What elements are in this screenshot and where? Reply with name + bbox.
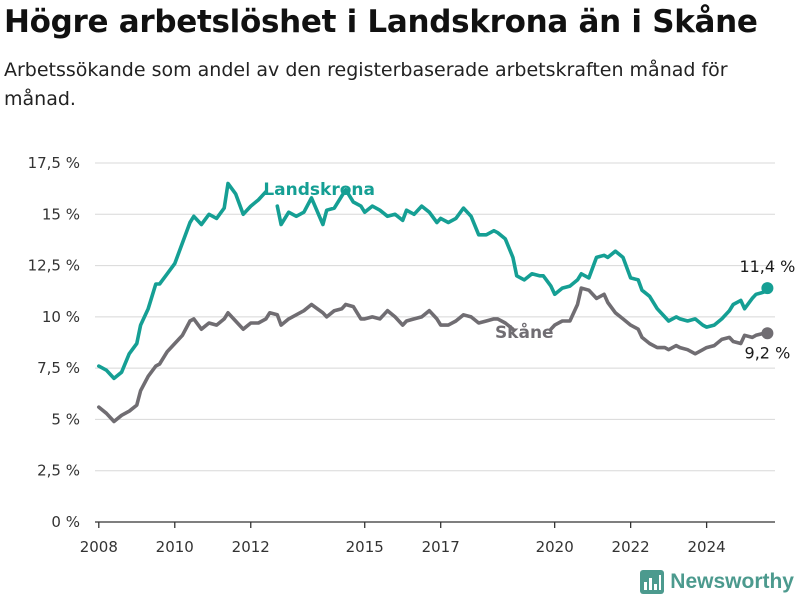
end-label-skane: 9,2 %	[745, 343, 791, 362]
end-point-landskrona	[761, 282, 774, 295]
x-tick-label: 2024	[688, 538, 726, 556]
label-layer: Landskrona Skåne 11,4 % 9,2 %	[263, 180, 795, 362]
y-tick-label: 15 %	[42, 205, 80, 223]
x-tick-label: 2012	[232, 538, 270, 556]
y-tick-label: 2,5 %	[37, 462, 80, 480]
chart-subtitle: Arbetssökande som andel av den registerb…	[4, 59, 728, 110]
x-tick-label: 2015	[346, 538, 384, 556]
series-label-landskrona: Landskrona	[263, 180, 375, 200]
x-tick-label: 2010	[156, 538, 194, 556]
line-chart: 0 % 2,5 % 5 % 7,5 % 10 % 12,5 % 15 % 17,5 % 2008…	[28, 154, 796, 556]
newsworthy-brand: Newsworthy	[640, 570, 794, 594]
y-tick-label: 10 %	[42, 308, 80, 326]
brand-name: Newsworthy	[670, 570, 794, 593]
y-tick-label: 17,5 %	[28, 154, 80, 172]
series-line-skane	[97, 286, 770, 424]
y-tick-label: 5 %	[51, 410, 80, 428]
x-tick-label: 2017	[422, 538, 460, 556]
series-line-landskrona	[97, 181, 770, 381]
x-tick-label: 2022	[612, 538, 650, 556]
end-label-landskrona: 11,4 %	[739, 257, 795, 276]
series-label-skane: Skåne	[495, 321, 554, 343]
bar-chart-icon	[640, 570, 665, 594]
x-tick-label: 2020	[536, 538, 574, 556]
end-point-skane	[761, 327, 774, 340]
series-layer	[97, 181, 774, 424]
y-tick-label: 12,5 %	[28, 257, 80, 275]
axis-layer: 0 % 2,5 % 5 % 7,5 % 10 % 12,5 % 15 % 17,5 % 2008…	[28, 154, 775, 556]
y-tick-label: 7,5 %	[37, 359, 80, 377]
x-tick-label: 2008	[80, 538, 118, 556]
chart-title: Högre arbetslöshet i Landskrona än i Skå…	[4, 4, 758, 40]
y-tick-label: 0 %	[51, 513, 80, 531]
